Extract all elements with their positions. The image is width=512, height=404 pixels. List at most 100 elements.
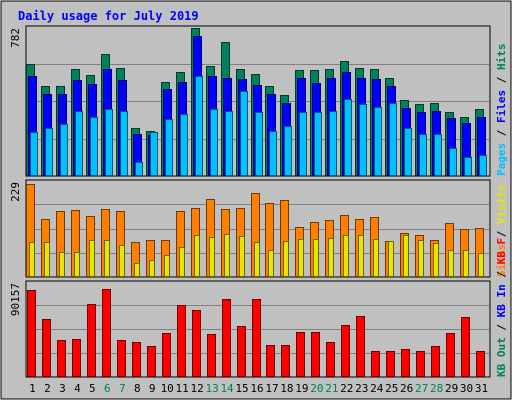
bar-pages-day-12 [195,76,203,176]
x-tick-label-30: 30 [460,382,473,395]
bar-kb-f-day-9 [147,346,156,377]
x-tick-label-16: 16 [250,382,263,395]
x-tick-label-8: 8 [134,382,141,395]
bar-pages-day-31 [479,155,487,176]
bar-visits-day-8 [134,263,140,277]
x-tick-label-26: 26 [400,382,413,395]
bar-kb-f-day-8 [132,342,141,377]
bar-visits-day-17 [268,250,274,277]
bar-kb-f-day-16 [252,299,261,377]
bar-pages-day-17 [269,131,277,176]
bar-pages-day-4 [75,111,83,176]
legend-volume: KB Out / KB In / KB F [495,238,508,377]
x-tick-label-3: 3 [59,382,66,395]
bar-pages-day-11 [180,114,188,176]
bar-visits-day-27 [418,240,424,277]
bar-kb-f-day-29 [446,333,455,377]
bar-kb-f-day-18 [281,345,290,377]
bar-pages-day-25 [389,103,397,176]
bar-pages-day-29 [449,148,457,176]
bar-kb-f-day-15 [237,326,246,377]
bar-kb-f-day-24 [371,351,380,377]
bar-visits-day-19 [298,239,304,277]
bar-visits-day-28 [433,243,439,277]
bar-kb-f-day-4 [72,339,81,377]
panel-volume: 90157 KB Out / KB In / KB F [9,238,508,378]
bar-kb-f-day-14 [222,299,231,377]
x-tick-label-18: 18 [280,382,293,395]
x-tick-label-22: 22 [340,382,353,395]
legend-item-pages: Pages [495,143,508,176]
y-max-label-requests: 782 [9,28,22,48]
bar-visits-day-30 [463,250,469,277]
legend-item-kb-in: KB In [495,284,508,317]
bar-visits-day-13 [209,237,215,277]
bar-pages-day-8 [135,162,143,176]
x-tick-label-6: 6 [104,382,111,395]
x-tick-label-29: 29 [445,382,458,395]
x-tick-label-12: 12 [191,382,204,395]
bar-visits-day-11 [179,247,185,277]
bar-visits-day-25 [388,241,394,277]
bar-visits-day-31 [478,253,484,277]
legend-separator: / [495,264,508,284]
bar-pages-day-28 [434,134,442,176]
bar-pages-day-2 [45,128,53,176]
x-tick-label-17: 17 [265,382,278,395]
legend-separator: / [495,317,508,337]
x-tick-label-21: 21 [325,382,338,395]
bar-pages-day-16 [255,112,263,176]
bar-kb-f-day-25 [386,351,395,377]
x-tick-label-13: 13 [205,382,218,395]
bar-pages-day-19 [299,112,307,176]
x-tick-labels: 1 2 3 4 5 6 7 8 9 10 11 12 13 14 15 16 17 18 19 20 21 22 23 24 2… [29,382,488,395]
bar-kb-f-day-3 [57,340,66,377]
bar-visits-day-29 [448,250,454,277]
legend-visits: Sites / Visits [495,184,508,277]
bar-kb-f-day-30 [461,317,470,377]
bar-visits-day-12 [194,235,200,277]
bar-kb-f-day-26 [401,349,410,377]
legend-item-files: Files [495,90,508,123]
x-tick-label-19: 19 [295,382,308,395]
bar-visits-day-14 [224,234,230,277]
legend-item-sites: Sites [495,244,508,277]
legend-separator: / [495,123,508,143]
x-tick-label-31: 31 [475,382,488,395]
bar-visits-day-7 [119,245,125,277]
bar-kb-f-day-1 [27,290,36,377]
bar-kb-f-day-11 [177,305,186,377]
bar-pages-day-14 [225,111,233,176]
bar-pages-day-30 [464,157,472,176]
x-tick-label-2: 2 [44,382,51,395]
bar-pages-day-18 [284,126,292,176]
bar-visits-day-6 [104,240,110,277]
y-max-label-visits: 229 [9,182,22,202]
bar-visits-day-15 [239,236,245,277]
bar-kb-f-day-20 [311,332,320,377]
bar-visits-day-4 [74,252,80,277]
bar-visits-day-10 [164,255,170,277]
bar-kb-f-day-31 [476,351,485,377]
bar-visits-day-18 [283,241,289,277]
bar-kb-f-day-10 [162,333,171,377]
bar-visits-day-1 [29,242,35,277]
bar-kb-f-day-2 [42,319,51,377]
bar-visits-day-21 [328,238,334,277]
x-tick-label-24: 24 [370,382,384,395]
bar-visits-day-5 [89,240,95,277]
legend-item-kb-f: KB F [495,238,508,265]
legend-separator: / [495,70,508,90]
panel-visits: 229 Sites / Visits [9,179,508,278]
bar-pages-day-5 [90,117,98,176]
bar-pages-day-9 [150,132,158,176]
bar-kb-f-day-5 [87,304,96,377]
bar-kb-f-day-17 [266,345,275,377]
bar-pages-day-3 [60,124,68,176]
x-tick-label-23: 23 [355,382,368,395]
bar-pages-day-15 [240,91,248,176]
bar-pages-day-24 [374,107,382,176]
bar-visits-day-26 [403,235,409,277]
bar-kb-f-day-12 [192,310,201,377]
